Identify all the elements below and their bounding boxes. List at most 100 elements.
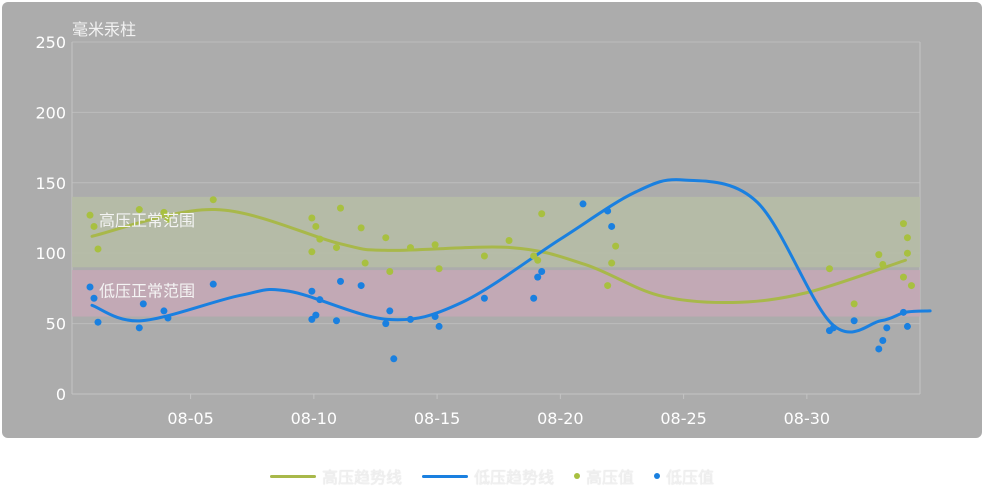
high-pressure-point [431, 241, 439, 249]
high-pressure-point [406, 244, 414, 252]
y-tick-label: 100 [35, 244, 66, 263]
high-pressure-point [357, 224, 365, 232]
x-tick-label: 08-10 [291, 409, 338, 428]
high-pressure-point [826, 265, 833, 273]
high-pressure-point [308, 214, 316, 222]
legend-label-high-trend: 高压趋势线 [321, 468, 402, 487]
high-pressure-point [875, 251, 883, 259]
low-pressure-point [386, 307, 394, 315]
low-pressure-point [435, 322, 443, 330]
high-pressure-point [308, 248, 316, 256]
legend-item-low-values[interactable]: 低压值 [654, 464, 714, 488]
low-normal-range-label: 低压正常范围 [99, 281, 195, 300]
y-tick-label: 150 [35, 174, 66, 193]
low-pressure-point [333, 317, 340, 325]
y-tick-label: 200 [35, 103, 66, 122]
high-pressure-point [386, 268, 394, 276]
high-pressure-point [209, 196, 217, 204]
chart-panel: 0 50 100 150 200 250 毫米汞柱 08-05 08-10 08-15 08-20 0… [2, 2, 982, 438]
high-pressure-point [604, 282, 612, 290]
low-pressure-point [883, 324, 891, 332]
high-pressure-point [337, 204, 344, 212]
low-pressure-point [579, 200, 587, 208]
low-pressure-point [899, 308, 907, 316]
chart-legend: 高压趋势线 低压趋势线 高压值 低压值 [0, 464, 984, 488]
low-pressure-point [382, 320, 390, 328]
low-pressure-point [903, 322, 911, 330]
high-pressure-point [612, 242, 620, 250]
high-pressure-point [86, 211, 94, 219]
low-pressure-point [139, 300, 147, 308]
legend-item-low-trend[interactable]: 低压趋势线 [421, 464, 554, 488]
high-pressure-point [382, 234, 390, 242]
y-axis-unit-label: 毫米汞柱 [72, 20, 136, 39]
high-pressure-point [94, 245, 102, 253]
low-pressure-point [94, 318, 102, 326]
low-pressure-point [431, 313, 439, 321]
legend-swatch-low-values [654, 473, 661, 479]
x-tick-label: 08-20 [537, 409, 584, 428]
low-pressure-point [337, 277, 344, 285]
legend-swatch-low-trend [421, 474, 468, 478]
x-tick-label: 08-15 [414, 409, 461, 428]
high-pressure-point [534, 256, 542, 264]
high-pressure-point [90, 222, 98, 230]
high-pressure-point [538, 210, 546, 218]
low-pressure-point [316, 296, 324, 304]
low-pressure-point [530, 294, 538, 302]
high-normal-range-label: 高压正常范围 [99, 211, 195, 230]
high-pressure-point [907, 282, 915, 290]
legend-swatch-high-values [574, 473, 580, 479]
high-pressure-point [899, 220, 907, 228]
high-pressure-point [850, 300, 858, 308]
high-pressure-point [435, 265, 443, 273]
low-pressure-point [850, 317, 858, 325]
high-pressure-point [312, 222, 320, 230]
legend-label-low-trend: 低压趋势线 [473, 468, 554, 487]
high-pressure-point [333, 244, 340, 252]
low-pressure-point [209, 280, 217, 288]
high-pressure-point [164, 215, 172, 223]
legend-label-low-values: 低压值 [666, 468, 715, 487]
low-pressure-point [480, 294, 488, 302]
chart-canvas: 0 50 100 150 200 250 毫米汞柱 08-05 08-10 08-15 08-20 0… [35, 20, 932, 428]
y-tick-label: 250 [35, 33, 66, 52]
low-pressure-point [308, 287, 316, 295]
y-tick-label: 50 [46, 315, 66, 334]
low-pressure-point [534, 273, 542, 281]
x-tick-label: 08-05 [167, 409, 214, 428]
x-tick-label: 08-25 [660, 409, 707, 428]
low-pressure-trend-line [90, 178, 932, 334]
low-pressure-point [608, 222, 616, 230]
legend-label-high-values: 高压值 [586, 468, 635, 487]
high-pressure-point [899, 273, 907, 281]
low-pressure-point [164, 314, 172, 322]
high-pressure-trend-line [90, 208, 907, 305]
high-pressure-point [160, 208, 168, 216]
low-pressure-point [538, 268, 546, 276]
legend-item-high-values[interactable]: 高压值 [574, 464, 634, 488]
high-pressure-point [361, 259, 369, 267]
high-pressure-point [608, 259, 616, 267]
high-pressure-point [316, 235, 324, 243]
x-tick-label: 08-30 [784, 409, 831, 428]
high-pressure-point [879, 260, 887, 268]
low-pressure-point [830, 324, 837, 332]
low-pressure-point [160, 307, 168, 315]
low-pressure-point [879, 336, 887, 344]
low-pressure-point [86, 283, 94, 291]
high-pressure-point [135, 206, 143, 214]
legend-swatch-high-trend [269, 474, 316, 478]
normal-range-band [72, 270, 920, 317]
low-pressure-point [390, 355, 398, 363]
low-pressure-point [90, 294, 98, 302]
high-pressure-point [903, 249, 911, 257]
low-pressure-point [875, 345, 883, 353]
low-pressure-point [604, 207, 612, 215]
high-pressure-point [480, 252, 488, 260]
legend-item-high-trend[interactable]: 高压趋势线 [269, 464, 402, 488]
high-pressure-point [903, 234, 911, 242]
high-pressure-point [505, 237, 513, 245]
low-pressure-point [406, 315, 414, 323]
y-tick-label: 0 [56, 385, 66, 404]
